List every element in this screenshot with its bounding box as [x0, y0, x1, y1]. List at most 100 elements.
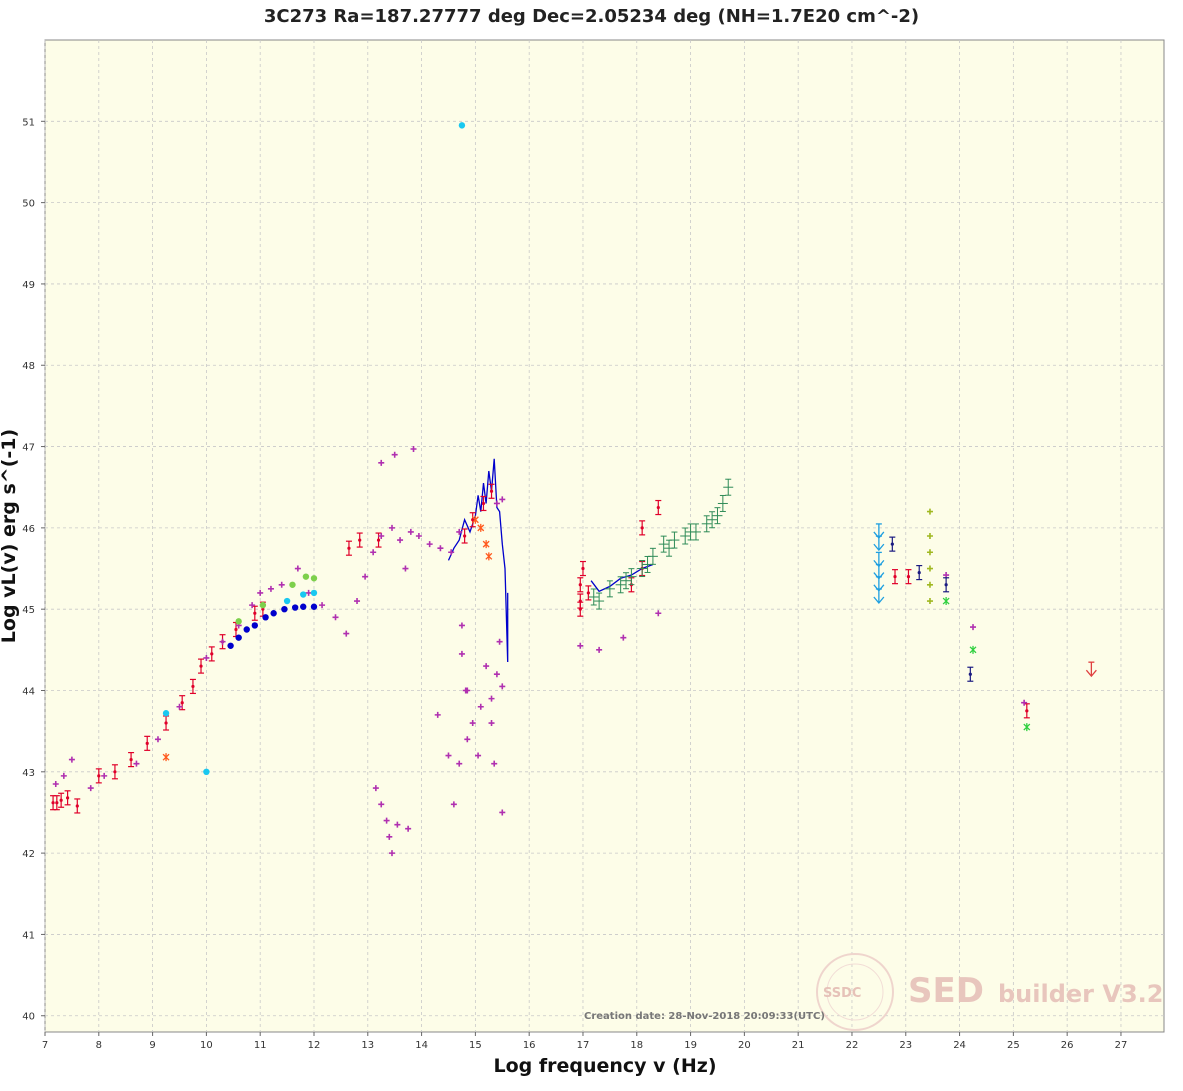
point-marker — [362, 573, 369, 580]
point-marker — [343, 630, 350, 637]
point-marker — [162, 710, 170, 717]
data-point — [1023, 723, 1031, 732]
data-point — [251, 622, 259, 629]
data-point — [596, 646, 603, 653]
data-point — [639, 520, 646, 536]
point-marker — [394, 821, 401, 828]
point-marker — [310, 603, 318, 610]
data-point — [491, 760, 498, 767]
data-point — [354, 598, 361, 605]
point-marker — [426, 541, 433, 548]
point-marker — [1021, 699, 1028, 706]
data-point — [407, 528, 414, 535]
data-point — [278, 581, 285, 588]
data-point — [405, 825, 412, 832]
upper-limit-head — [873, 543, 885, 552]
data-point — [588, 588, 599, 606]
data-point — [464, 736, 471, 743]
point-marker — [926, 533, 933, 539]
data-point — [471, 515, 479, 524]
data-point — [270, 610, 277, 617]
point-marker — [291, 604, 299, 611]
data-point — [302, 573, 310, 580]
point-marker — [278, 581, 285, 588]
y-tick-label: 48 — [22, 361, 35, 372]
point-marker — [893, 575, 897, 579]
y-tick-label: 46 — [22, 524, 35, 535]
point-marker — [180, 701, 184, 705]
data-point — [604, 580, 615, 598]
point-marker — [59, 798, 63, 802]
data-point — [926, 508, 933, 515]
point-marker — [262, 614, 269, 621]
data-point — [189, 678, 196, 695]
x-tick-label: 11 — [254, 1040, 267, 1051]
data-point — [144, 735, 151, 751]
point-marker — [397, 537, 404, 544]
data-point — [943, 577, 950, 593]
data-point — [620, 634, 627, 641]
point-marker — [970, 624, 977, 631]
point-marker — [60, 772, 67, 779]
data-point — [235, 634, 242, 641]
point-marker — [310, 589, 318, 597]
watermark-builder: builder V3.2 — [998, 980, 1163, 1008]
point-marker — [388, 850, 395, 857]
data-point — [642, 555, 653, 573]
data-point — [477, 703, 484, 710]
data-point — [52, 781, 59, 787]
creation-date: Creation date: 28-Nov-2018 20:09:33(UTC) — [584, 1011, 825, 1022]
point-marker — [448, 549, 455, 556]
x-tick-label: 20 — [738, 1040, 751, 1051]
point-marker — [1023, 723, 1031, 732]
data-point — [162, 710, 170, 717]
point-marker — [906, 575, 911, 579]
data-point — [450, 801, 457, 808]
x-tick-label: 25 — [1007, 1040, 1020, 1051]
point-marker — [926, 508, 933, 515]
data-point — [579, 560, 586, 577]
point-marker — [383, 817, 390, 824]
x-tick-labels: 7 8 9 10 11 12 13 14 15 16 17 18 19 20 21 22 23 24 25 26 27 — [42, 1040, 1128, 1051]
point-marker — [55, 801, 59, 805]
point-marker — [235, 634, 242, 641]
point-marker — [65, 796, 70, 800]
data-point — [892, 569, 899, 585]
data-point — [969, 645, 977, 654]
data-point — [483, 663, 490, 670]
data-point — [391, 451, 398, 458]
data-point — [310, 589, 318, 597]
data-point — [477, 523, 485, 532]
upper-limit-head — [1085, 669, 1097, 678]
point-marker — [917, 570, 921, 575]
point-marker — [926, 598, 933, 605]
data-point — [482, 540, 490, 549]
data-point — [300, 591, 307, 598]
point-marker — [489, 489, 494, 493]
data-point — [707, 511, 718, 529]
point-marker — [445, 752, 452, 759]
point-marker — [463, 534, 467, 538]
point-marker — [302, 573, 310, 580]
x-tick-label: 23 — [899, 1040, 912, 1051]
point-marker — [890, 542, 894, 546]
point-marker — [267, 585, 274, 592]
data-point — [58, 792, 65, 808]
point-marker — [300, 591, 307, 598]
data-point — [480, 495, 487, 512]
data-point — [493, 500, 500, 507]
data-point — [437, 545, 444, 552]
data-point — [310, 575, 318, 582]
data-point — [111, 764, 118, 780]
y-axis-label: Log vL(v) erg s^(-1) — [0, 429, 20, 643]
y-tick-label: 45 — [22, 605, 35, 616]
point-marker — [464, 736, 471, 743]
x-tick-label: 27 — [1115, 1040, 1128, 1051]
x-tick-label: 13 — [361, 1040, 374, 1051]
data-point — [243, 626, 250, 633]
point-marker — [203, 654, 210, 661]
point-marker — [145, 741, 149, 745]
point-marker — [370, 549, 377, 556]
point-marker — [289, 581, 296, 588]
data-point — [475, 752, 482, 759]
